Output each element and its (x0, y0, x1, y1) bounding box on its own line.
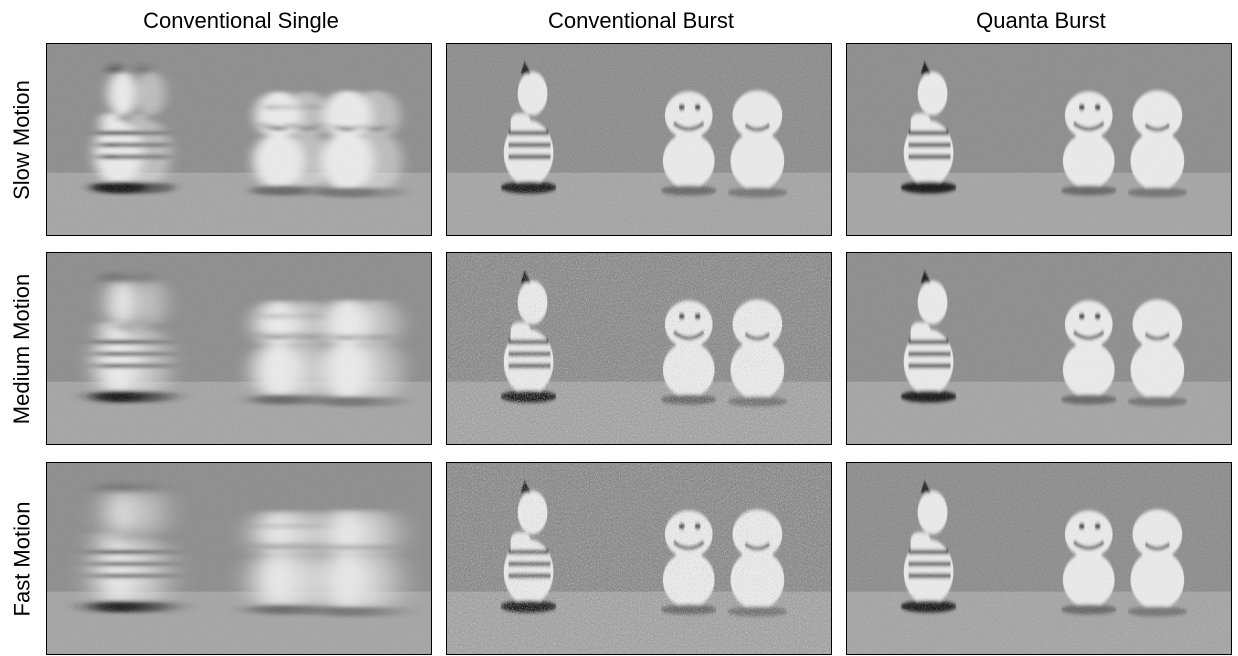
column-title-quanta-burst: Quanta Burst (976, 8, 1106, 33)
photo-panel (46, 462, 432, 655)
lion-figurine (1127, 509, 1188, 617)
zebra-figurine (900, 270, 957, 403)
zebra-figurine (500, 270, 557, 403)
row-label-slow: Slow Motion (9, 79, 34, 200)
row-label-fast: Fast Motion (9, 501, 34, 616)
tiger-figurine (1060, 91, 1117, 196)
photo-panel (46, 252, 432, 445)
lion-figurine (345, 509, 406, 617)
lion-figurine (1127, 90, 1188, 198)
lion-figurine (1127, 299, 1188, 407)
tiger-figurine (660, 91, 717, 196)
photo-panel (846, 43, 1232, 236)
zebra-figurine (500, 61, 557, 194)
tiger-figurine (278, 300, 335, 405)
tiger-figurine (1060, 510, 1117, 615)
row-label-medium: Medium Motion (9, 273, 35, 424)
photo-panel (446, 462, 832, 655)
lion-figurine (727, 509, 788, 617)
column-title-conventional-burst: Conventional Burst (548, 8, 734, 33)
photo-panel (46, 43, 432, 236)
lion-figurine (345, 90, 406, 198)
lion-figurine (727, 299, 788, 407)
column-title-conventional-single: Conventional Single (143, 8, 339, 33)
tiger-figurine (660, 510, 717, 615)
zebra-figurine (900, 480, 957, 613)
tiger-figurine (278, 510, 335, 615)
tiger-figurine (1060, 300, 1117, 405)
photo-panel (446, 43, 832, 236)
lion-figurine (345, 299, 406, 407)
photo-panel (846, 462, 1232, 655)
zebra-figurine (900, 61, 957, 194)
zebra-figurine (118, 270, 175, 403)
tiger-figurine (278, 91, 335, 196)
tiger-figurine (660, 300, 717, 405)
zebra-figurine (500, 480, 557, 613)
photo-panel (846, 252, 1232, 445)
zebra-figurine (118, 61, 175, 194)
photo-panel (446, 252, 832, 445)
zebra-figurine (118, 480, 175, 613)
lion-figurine (727, 90, 788, 198)
